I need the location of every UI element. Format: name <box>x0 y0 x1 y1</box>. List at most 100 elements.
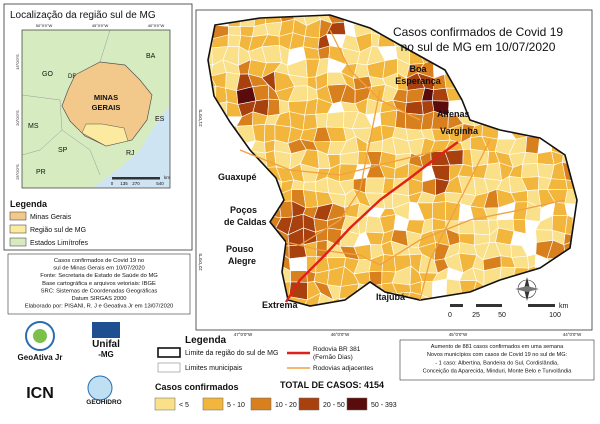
scale-label: 0 <box>448 312 452 319</box>
source-line: SRC: Sistemas de Coordenadas Geográficas <box>41 288 158 294</box>
legend-swatch <box>9 237 27 247</box>
municipality <box>536 150 555 166</box>
municipality <box>264 123 276 143</box>
legend-swatch <box>157 347 181 358</box>
adjacent-road <box>299 89 381 246</box>
coord-label: 44°0'0"W <box>563 332 582 337</box>
city-label: Alfenas <box>437 109 470 119</box>
scale-unit: km <box>559 303 569 310</box>
city-label: Pouso <box>226 244 254 254</box>
city-label: Guaxupé <box>218 172 257 182</box>
source-line: Datum SIRGAS 2000 <box>71 296 126 302</box>
legend-swatch <box>157 362 181 373</box>
municipality <box>315 112 329 129</box>
state-border <box>99 30 111 63</box>
class-swatch <box>298 397 320 411</box>
adjacent-road <box>239 149 441 176</box>
note-line: - 1 caso: Albertina, Bandeira do Sul, Co… <box>435 360 559 366</box>
inset-map <box>22 30 170 188</box>
legend-label: (Fernão Dias) <box>313 354 353 361</box>
state-label: ES <box>155 116 165 123</box>
highway-br381 <box>284 141 459 303</box>
north-arrow <box>515 286 539 292</box>
scale-unit: km <box>164 175 170 180</box>
municipality <box>404 112 424 131</box>
municipality <box>521 163 540 179</box>
coord-label: 15°0'0"S <box>15 54 20 70</box>
logo-geoativa <box>33 329 47 343</box>
source-text: Casos confirmados de Covid 19 no sul de M… <box>25 258 174 310</box>
scale-bar <box>112 177 160 180</box>
legend-label: Minas Gerais <box>30 214 72 221</box>
state-label: MS <box>28 123 39 130</box>
scale-label: 25 <box>472 312 480 319</box>
map-title: no sul de MG em 10/07/2020 <box>401 40 556 54</box>
scale-bar <box>463 304 476 307</box>
coord-label: 50°0'0"W <box>36 23 53 28</box>
ocean <box>92 105 170 188</box>
legend-label: Limite da região do sul de MG <box>185 350 278 357</box>
municipality <box>404 100 424 116</box>
city-label: Poços <box>230 205 257 215</box>
total-cases: TOTAL DE CASOS: 4154 <box>280 380 384 390</box>
city-label: Varginha <box>440 126 479 136</box>
scale-label: 0 <box>111 181 114 186</box>
inset-frame <box>21 29 171 189</box>
class-legend: < 5 5 - 10 10 - 20 20 - 50 50 - 393 <box>154 397 397 411</box>
city-label: Alegre <box>228 256 256 266</box>
class-label: 20 - 50 <box>323 402 345 409</box>
logo-text: GEOHIDRO <box>86 399 121 406</box>
minas-gerais <box>61 61 153 147</box>
legend-title: Legenda <box>10 199 48 209</box>
mg-label: MINAS <box>94 93 118 102</box>
note-line: Aumento de 881 casos confirmados em uma … <box>431 344 564 350</box>
legend-label: Limites municipais <box>185 365 243 372</box>
scale-label: 540 <box>156 181 164 186</box>
legend-swatch <box>9 211 27 221</box>
note-text: Aumento de 881 casos confirmados em uma … <box>423 344 573 375</box>
municipality <box>473 219 491 236</box>
adjacent-road <box>285 241 381 266</box>
state-label: SP <box>58 147 68 154</box>
legend-label: Estados Limítrofes <box>30 240 88 247</box>
municipality <box>379 109 398 128</box>
coord-label: 47°0'0"W <box>234 332 253 337</box>
inset-title: Localização da região sul de MG <box>10 10 156 21</box>
municipality <box>267 98 281 117</box>
legend-label: Rodovia BR 381 <box>313 346 361 353</box>
coord-label: 45°0'0"W <box>449 332 468 337</box>
class-label: < 5 <box>179 402 189 409</box>
legend-swatch <box>9 224 27 234</box>
city-label: Itajubá <box>376 292 406 302</box>
source-line: sul de Minas Gerais em 10/07/2020 <box>53 266 145 272</box>
municipality <box>432 201 447 222</box>
city-label: Boa <box>409 64 427 74</box>
city-label: Esperança <box>395 76 442 86</box>
note-box <box>399 339 595 381</box>
map-title: Casos confirmados de Covid 19 <box>393 25 563 39</box>
logo-text: -MG <box>98 350 114 359</box>
scale-bar <box>502 304 528 307</box>
north-arrow <box>515 277 539 301</box>
municipality <box>458 220 475 235</box>
municipality <box>470 148 490 167</box>
south-mg <box>81 123 129 147</box>
class-swatch <box>346 397 368 411</box>
source-box <box>7 253 191 315</box>
legend-title: Legenda <box>185 335 227 346</box>
municipality <box>239 25 255 37</box>
logo-unifal <box>92 322 120 338</box>
municipality <box>302 113 318 131</box>
logo-text: ICN <box>26 385 54 402</box>
source-line: Base cartográfica e arquivos vetoriais: … <box>42 281 156 287</box>
note-line: Novos municípios com casos de Covid 19 n… <box>427 352 568 358</box>
scale-label: 100 <box>549 312 561 319</box>
municipality <box>325 111 345 128</box>
logo-geoativa <box>25 321 55 351</box>
municipality <box>547 178 568 191</box>
legend-label: Região sul de MG <box>30 227 86 234</box>
city-label: de Caldas <box>224 217 267 227</box>
coord-label: 45°0'0"W <box>92 23 109 28</box>
class-swatch <box>202 397 224 411</box>
logo-geohidro <box>87 375 113 401</box>
